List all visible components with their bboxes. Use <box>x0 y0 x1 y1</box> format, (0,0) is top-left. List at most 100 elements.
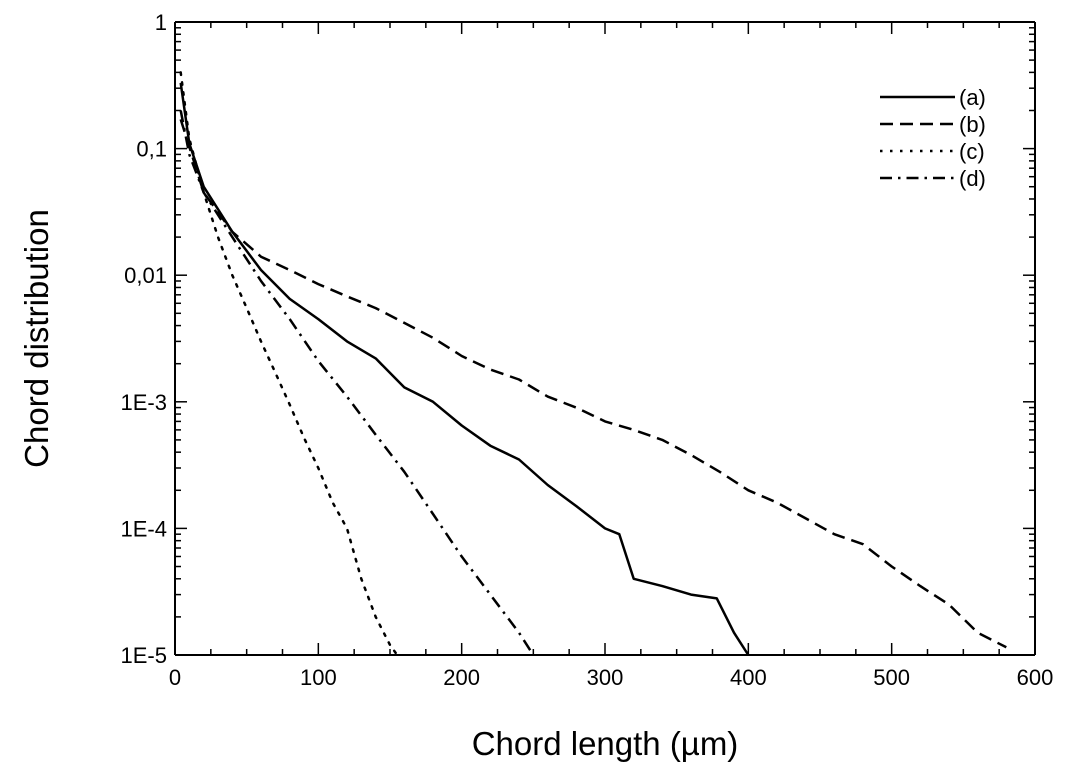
legend: (a)(b)(c)(d) <box>880 85 986 191</box>
series-1-point <box>318 318 320 320</box>
series-1-point <box>576 505 578 507</box>
series-1-point <box>733 632 735 634</box>
series-2-point <box>662 439 664 441</box>
series-line-1 <box>179 82 750 656</box>
series-1-point <box>716 598 718 600</box>
series-2-point <box>776 502 778 504</box>
series-2-point <box>289 269 291 271</box>
series-2-point <box>260 256 262 258</box>
series-3-point <box>289 404 291 406</box>
y-tick-label: 1E-5 <box>121 643 167 668</box>
series-1-point <box>547 484 549 486</box>
series-3-point <box>217 236 219 238</box>
series-4-point <box>289 318 291 320</box>
x-tick-label: 100 <box>300 665 337 690</box>
y-axis-title: Chord distribution <box>18 209 55 468</box>
series-2-point <box>576 407 578 409</box>
y-tick-label: 1 <box>155 10 167 35</box>
series-3-point <box>303 437 305 439</box>
series-2-point <box>461 355 463 357</box>
series-1-point <box>690 594 692 596</box>
legend-label-3: (c) <box>959 139 985 164</box>
series-3-point <box>189 138 191 140</box>
series-4-point <box>518 632 520 634</box>
series-4-point <box>260 280 262 282</box>
x-tick-label: 300 <box>587 665 624 690</box>
series-1-point <box>404 387 406 389</box>
x-tick-label: 400 <box>730 665 767 690</box>
series-2-point <box>518 379 520 381</box>
series-2-point <box>232 231 234 233</box>
series-4-point <box>490 594 492 596</box>
series-3-point <box>332 502 334 504</box>
series-1-point <box>346 341 348 343</box>
series-3-point <box>232 274 234 276</box>
series-4-point <box>318 360 320 362</box>
series-1-point <box>619 533 621 535</box>
legend-label-2: (b) <box>959 112 986 137</box>
series-2-point <box>891 566 893 568</box>
series-2-point <box>862 543 864 545</box>
series-4-point <box>461 556 463 558</box>
series-2-point <box>719 471 721 473</box>
y-tick-label: 0,01 <box>124 263 167 288</box>
series-4-point <box>432 513 434 515</box>
axes-layer: 0 100 200 300 400 500 600 1 0,1 0,01 1E-3 1E-4 1E-5 <box>121 10 1054 690</box>
series-1-point <box>432 401 434 403</box>
series-1-point <box>461 425 463 427</box>
series-1-point <box>289 298 291 300</box>
plot-layer <box>179 71 1008 657</box>
x-axis-title: Chord length (µm) <box>472 725 739 762</box>
series-2-point <box>375 307 377 309</box>
series-3-point <box>389 644 391 646</box>
x-tick-label: 500 <box>873 665 910 690</box>
legend-label-4: (d) <box>959 166 986 191</box>
legend-label-1: (a) <box>959 85 986 110</box>
series-4-point <box>404 471 406 473</box>
x-tick-label: 600 <box>1017 665 1054 690</box>
series-2-point <box>604 421 606 423</box>
series-4-point <box>346 396 348 398</box>
series-2-point <box>404 322 406 324</box>
series-4-point <box>375 434 377 436</box>
series-2-point <box>948 604 950 606</box>
series-2-point <box>977 632 979 634</box>
series-1-point <box>633 578 635 580</box>
series-2-point <box>432 337 434 339</box>
series-3-point <box>260 341 262 343</box>
series-3-point <box>246 307 248 309</box>
y-tick-label: 1E-3 <box>121 390 167 415</box>
series-2-point <box>318 283 320 285</box>
series-1-point <box>490 445 492 447</box>
series-1-point <box>518 459 520 461</box>
series-3-point <box>318 467 320 469</box>
series-2-point <box>547 396 549 398</box>
series-1-point <box>662 585 664 587</box>
series-2-point <box>490 369 492 371</box>
series-2-point <box>346 296 348 298</box>
x-tick-label: 0 <box>169 665 181 690</box>
series-4-point <box>203 192 205 194</box>
series-2-point <box>834 533 836 535</box>
series-3-point <box>346 528 348 530</box>
series-line-3 <box>179 71 399 657</box>
series-2-point <box>920 585 922 587</box>
series-line-4 <box>179 110 535 656</box>
series-2-point <box>690 454 692 456</box>
series-2-point <box>633 429 635 431</box>
series-2-point <box>748 489 750 491</box>
y-tick-label: 0,1 <box>136 137 167 162</box>
series-1-point <box>375 358 377 360</box>
x-tick-label: 200 <box>443 665 480 690</box>
y-tick-label: 1E-4 <box>121 516 167 541</box>
series-4-point <box>232 236 234 238</box>
series-4-point <box>189 154 191 156</box>
series-2-point <box>805 518 807 520</box>
series-line-2 <box>179 119 1007 649</box>
series-2-point <box>1006 647 1008 649</box>
series-1-point <box>260 269 262 271</box>
series-1-point <box>604 528 606 530</box>
series-3-point <box>361 578 363 580</box>
